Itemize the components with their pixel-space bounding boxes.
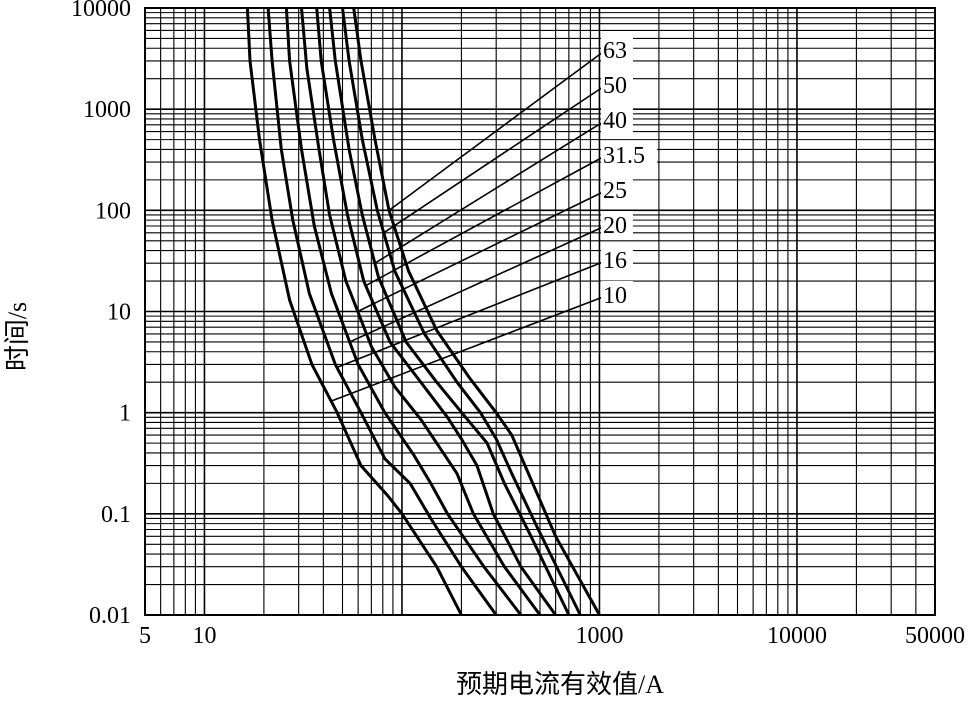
series-curve-10 <box>245 7 463 616</box>
legend-leader-line <box>383 86 604 234</box>
legend-label-20: 20 <box>603 213 627 239</box>
y-tick-label: 10000 <box>71 0 131 22</box>
x-tick-label: 10000 <box>767 623 827 649</box>
legend-label-bg <box>601 106 633 134</box>
plot-frame <box>144 7 936 616</box>
legend-label-63: 63 <box>603 38 627 64</box>
legend-label-bg <box>601 246 633 274</box>
y-tick-label: 0.1 <box>101 502 131 528</box>
legend-leader-line <box>349 226 604 343</box>
legend-label-50: 50 <box>603 73 627 99</box>
legend-label-bg <box>601 141 657 169</box>
y-tick-label: 1 <box>119 401 131 427</box>
legend-label-bg <box>601 211 633 239</box>
series-curve-25 <box>300 7 542 616</box>
y-tick-label: 10 <box>107 300 131 326</box>
series-curve-20 <box>284 7 523 616</box>
x-axis-title: 预期电流有效值/A <box>456 670 664 699</box>
series-curve-50 <box>341 7 582 616</box>
legend-label-bg <box>601 36 633 64</box>
legend-label-25: 25 <box>603 178 627 204</box>
legend-label-10: 10 <box>603 283 627 309</box>
legend-label-16: 16 <box>603 248 627 274</box>
x-tick-label: 1000 <box>575 623 623 649</box>
series-curve-31-5 <box>315 7 557 616</box>
y-tick-label: 1000 <box>83 97 131 123</box>
y-tick-label: 100 <box>95 198 131 224</box>
legend-leader-line <box>330 296 604 402</box>
x-tick-label: 5 <box>139 623 151 649</box>
legend-leader-line <box>357 191 604 313</box>
legend-leader-lines <box>330 51 604 402</box>
legend-label-bg <box>601 281 633 309</box>
series-curve-40 <box>328 7 571 616</box>
legend: 10 16 20 25 31.5 40 50 63 <box>601 36 657 309</box>
y-tick-label: 0.01 <box>89 603 131 629</box>
series-curves <box>245 7 601 616</box>
legend-leader-line <box>388 51 604 211</box>
legend-label-40: 40 <box>603 108 627 134</box>
legend-label-bg <box>601 71 633 99</box>
legend-leader-line <box>336 261 604 369</box>
legend-leader-line <box>374 121 604 264</box>
legend-leader-line <box>365 156 604 287</box>
legend-label-31-5: 31.5 <box>603 143 645 169</box>
series-curve-16 <box>266 7 498 616</box>
x-tick-label: 50000 <box>905 623 965 649</box>
legend-label-bg <box>601 176 633 204</box>
y-axis-title: 时间/s <box>3 302 32 371</box>
x-tick-label: 10 <box>192 623 216 649</box>
tick-labels: 5 10 1000 10000 50000 0.01 0.1 1 10 100 1000 10000 <box>71 0 965 649</box>
